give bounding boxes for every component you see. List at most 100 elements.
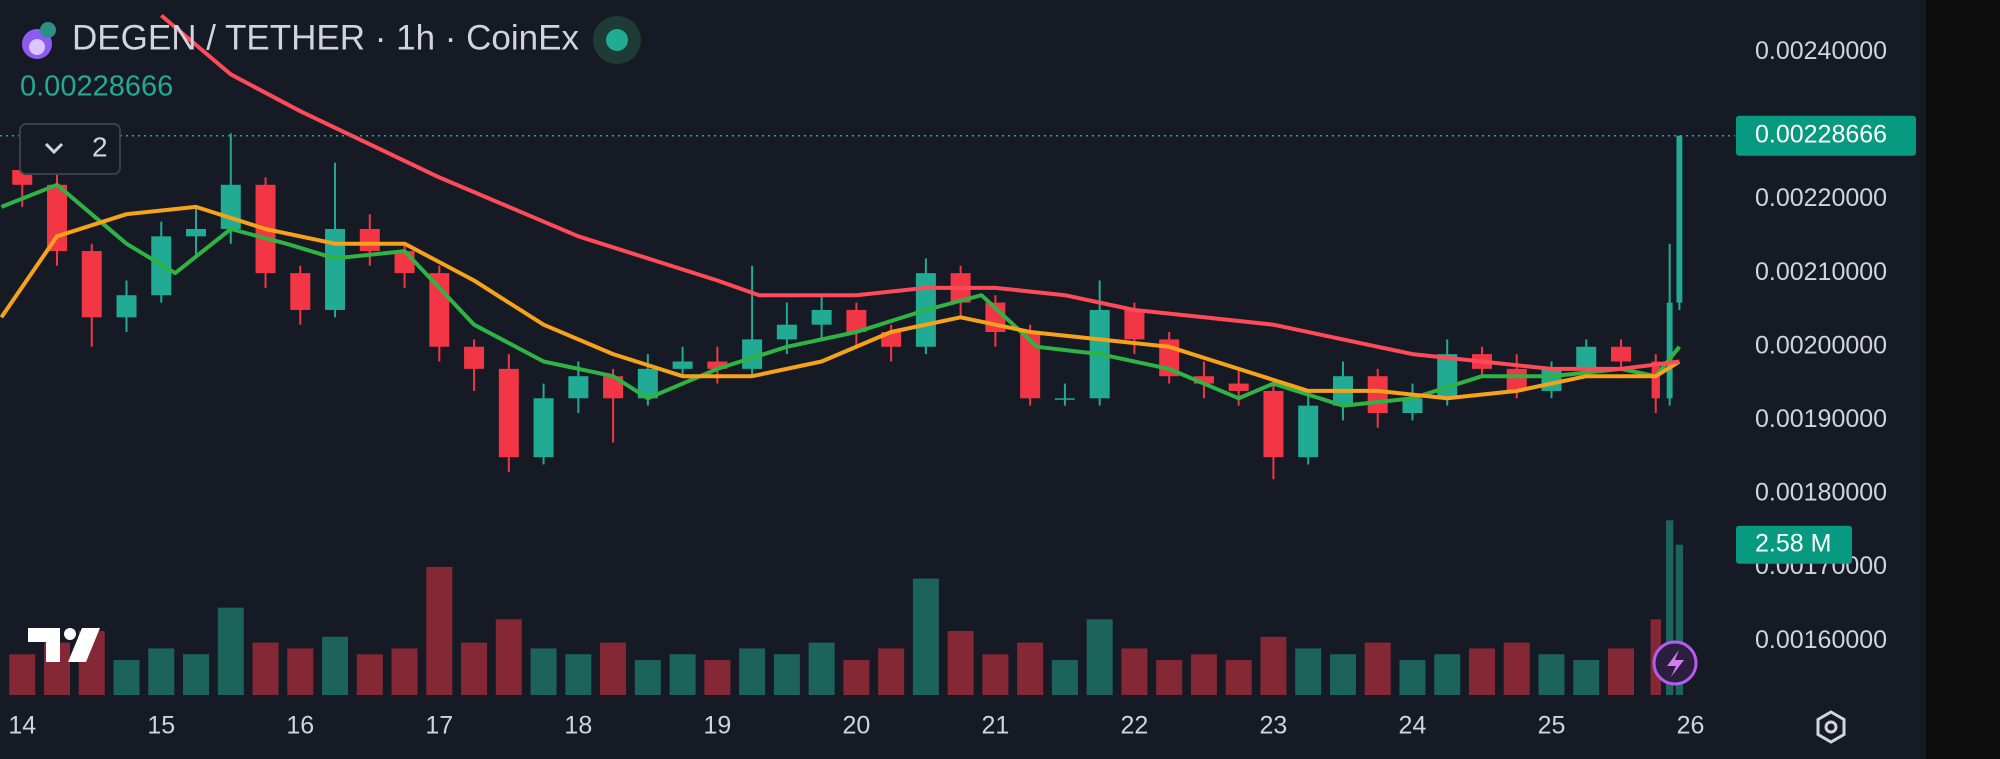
volume-bar	[1121, 648, 1148, 695]
current-price: 0.00228666	[20, 71, 173, 103]
candle-body	[846, 309, 867, 333]
volume-bar	[565, 654, 592, 695]
volume-bar	[843, 660, 870, 695]
y-tick-label: 0.00200000	[1755, 331, 1887, 359]
volume-bar	[704, 660, 731, 695]
x-tick-label: 22	[1121, 712, 1149, 740]
status-dot	[606, 29, 628, 51]
candle-body	[1576, 346, 1597, 369]
candle-body	[359, 228, 380, 252]
volume-bar	[1468, 648, 1495, 695]
candle-body	[1666, 302, 1673, 399]
volume-bar	[1086, 619, 1113, 695]
candle-body	[1298, 405, 1319, 458]
volume-label: 2.58 M	[1755, 529, 1831, 557]
x-tick-label: 19	[703, 712, 731, 740]
candle-body	[429, 273, 450, 347]
overlay: DEGEN / TETHER · 1h · CoinEx 0.00228666 …	[19, 16, 1846, 744]
candle-body	[1263, 390, 1284, 458]
indicator-count: 2	[92, 131, 108, 162]
candle-body	[116, 295, 137, 318]
candle-body	[1054, 398, 1075, 400]
candle-body	[1437, 354, 1458, 399]
volume-bar	[1190, 654, 1217, 695]
candle-body	[81, 251, 102, 318]
moving-average-line	[0, 182, 1681, 408]
candle-body	[811, 309, 832, 325]
exchange-icon	[40, 22, 56, 38]
moving-average-line	[160, 13, 1680, 371]
candle-body	[186, 228, 207, 237]
volume-bar	[1329, 654, 1356, 695]
coin-icon-face	[29, 39, 45, 55]
volume-bar	[1399, 660, 1426, 695]
volume-bar	[669, 654, 696, 695]
volume-bar	[495, 619, 522, 695]
candle-body	[533, 398, 554, 458]
candle-body	[1611, 346, 1632, 362]
volume-bar	[739, 648, 766, 695]
last-price-label: 0.00228666	[1755, 120, 1887, 148]
y-tick-label: 0.00210000	[1755, 258, 1887, 286]
x-tick-label: 16	[286, 712, 314, 740]
volume-bar	[183, 654, 210, 695]
y-tick-label: 0.00160000	[1755, 626, 1887, 654]
volume-bars	[9, 520, 1684, 695]
volume-bar	[1017, 642, 1044, 695]
candle-body	[1228, 383, 1249, 391]
y-tick-label: 0.00240000	[1755, 37, 1887, 65]
indicator-toggle[interactable]	[19, 123, 121, 175]
candle-body	[1020, 332, 1041, 399]
volume-bar	[1434, 654, 1461, 695]
candle-body	[220, 184, 241, 229]
candle-body	[1651, 361, 1660, 399]
volume-bar	[947, 630, 974, 695]
x-tick-label: 23	[1260, 712, 1288, 740]
volume-bar	[1295, 648, 1322, 695]
settings-button[interactable]	[1816, 710, 1846, 744]
volume-bar	[1156, 660, 1183, 695]
volume-bar	[1675, 544, 1684, 695]
candle-body	[290, 273, 311, 310]
x-tick-label: 24	[1399, 712, 1427, 740]
volume-bar	[1573, 660, 1600, 695]
volume-bar	[9, 654, 36, 695]
x-tick-label: 20	[842, 712, 870, 740]
volume-bar	[1260, 636, 1287, 695]
x-tick-label: 15	[147, 712, 175, 740]
volume-bar	[461, 642, 488, 695]
side-strip	[1926, 0, 2000, 759]
volume-bar	[1666, 520, 1674, 695]
moving-average-line	[0, 204, 1681, 401]
volume-bar	[113, 660, 140, 695]
x-tick-label: 17	[425, 712, 453, 740]
candle-body	[325, 228, 346, 310]
volume-bar	[600, 642, 627, 695]
y-tick-label: 0.00220000	[1755, 184, 1887, 212]
volume-bar	[634, 660, 661, 695]
candle-body	[637, 368, 658, 399]
settings-icon	[1824, 720, 1838, 734]
candle-body	[464, 346, 485, 369]
candle-body	[707, 361, 728, 369]
volume-bar	[1225, 660, 1252, 695]
volume-bar	[322, 636, 349, 695]
candle-body	[1367, 376, 1388, 414]
x-tick-label: 14	[8, 712, 36, 740]
volume-bar	[217, 607, 244, 695]
x-tick-label: 25	[1538, 712, 1566, 740]
chart-title: DEGEN / TETHER · 1h · CoinEx	[72, 18, 579, 57]
volume-bar	[426, 566, 453, 695]
last-price-tag	[1736, 115, 1916, 156]
volume-bar	[808, 642, 835, 695]
candle-body	[1193, 376, 1214, 384]
x-tick-label: 18	[564, 712, 592, 740]
volume-tag	[1736, 525, 1852, 564]
volume-bar	[148, 648, 175, 695]
volume-bar	[1538, 654, 1565, 695]
candle-body	[672, 361, 693, 369]
volume-bar	[530, 648, 557, 695]
candle-body	[1676, 135, 1683, 303]
lightning-icon	[1667, 650, 1684, 677]
